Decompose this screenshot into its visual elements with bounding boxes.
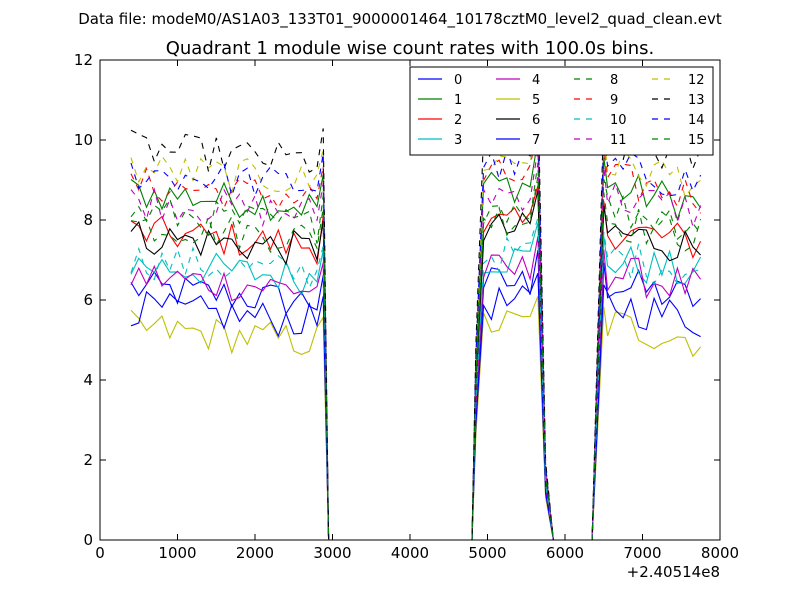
- series-line-5: [130, 296, 702, 540]
- y-tick-label: 6: [83, 291, 93, 309]
- legend-label-3: 3: [454, 133, 462, 148]
- series-line-11: [130, 148, 702, 540]
- series-line-15: [130, 162, 702, 540]
- legend-label-8: 8: [610, 73, 618, 88]
- legend-label-15: 15: [688, 133, 705, 148]
- series-line-13: [130, 89, 702, 540]
- legend-label-9: 9: [610, 93, 618, 108]
- y-tick-label: 2: [83, 451, 93, 469]
- series-line-4: [130, 236, 702, 540]
- plot-area: [130, 89, 702, 540]
- legend-label-7: 7: [532, 133, 540, 148]
- x-tick-label: 5000: [468, 544, 506, 562]
- series-line-9: [130, 130, 702, 540]
- legend-label-10: 10: [610, 113, 627, 128]
- y-tick-label: 10: [74, 131, 93, 149]
- legend-label-13: 13: [688, 93, 705, 108]
- legend-label-12: 12: [688, 73, 705, 88]
- series-line-10: [130, 217, 701, 540]
- y-tick-label: 4: [83, 371, 93, 389]
- x-tick-label: 7000: [623, 544, 661, 562]
- x-tick-label: 8000: [701, 544, 739, 562]
- x-offset-label: +2.40514e8: [627, 563, 720, 581]
- legend-box: [409, 66, 714, 156]
- series-line-7: [130, 272, 701, 540]
- y-tick-label: 0: [83, 531, 93, 549]
- legend-label-14: 14: [688, 113, 705, 128]
- axes: 0 1000 2000 3000 4000 5000 6000 7000 80000246810…: [74, 51, 739, 562]
- legend-label-2: 2: [454, 113, 462, 128]
- y-tick-label: 12: [74, 51, 93, 69]
- y-tick-label: 8: [83, 211, 93, 229]
- x-tick-label: 4000: [391, 544, 429, 562]
- series-line-1: [130, 139, 702, 540]
- x-tick-label: 6000: [546, 544, 584, 562]
- chart-title: Quadrant 1 module wise count rates with …: [166, 38, 655, 59]
- figure-suptitle: Data file: modeM0/AS1A03_133T01_90000014…: [78, 10, 722, 29]
- legend-label-4: 4: [532, 73, 540, 88]
- legend-label-0: 0: [454, 73, 462, 88]
- x-tick-label: 2000: [236, 544, 274, 562]
- x-tick-label: 0: [95, 544, 105, 562]
- legend-label-5: 5: [532, 93, 540, 108]
- x-tick-label: 1000: [158, 544, 196, 562]
- x-tick-label: 3000: [313, 544, 351, 562]
- legend-label-6: 6: [532, 113, 540, 128]
- legend-label-1: 1: [454, 93, 462, 108]
- legend-label-11: 11: [610, 133, 627, 148]
- series-line-3: [130, 222, 702, 540]
